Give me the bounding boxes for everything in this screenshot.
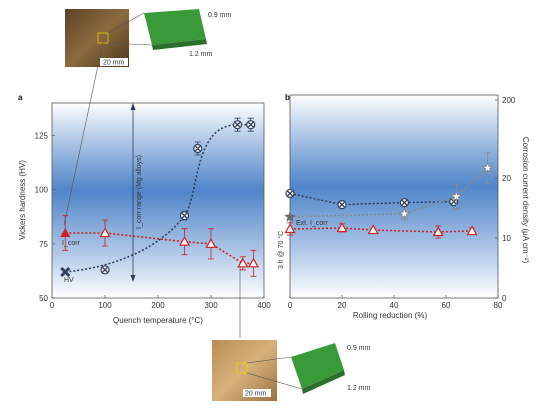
panel-b-point-2-0 (284, 223, 296, 234)
panel-a-point-1-5 (247, 257, 259, 268)
top-link-line (63, 41, 104, 226)
panel-a-point-0-0 (60, 266, 71, 278)
panel-a-hv-tag: HV (64, 277, 74, 284)
panel-b-x-ticks: 0 20 40 60 80 (288, 295, 503, 310)
panel-b-x-tick-label-1: 20 (338, 301, 347, 310)
panel-a-point-1-3 (205, 238, 217, 248)
panel-a-point-0-4-cross (234, 121, 241, 128)
panel-a-point-1-1 (99, 227, 111, 238)
top-map-face (144, 9, 206, 45)
panel-b-y-tick-label-3: 200 (502, 96, 516, 105)
panel-b-point-1-1 (398, 207, 411, 219)
bottom-dim1: 0.9 mm (347, 345, 371, 352)
top-scale-text: 20 mm (103, 60, 125, 67)
panel-a-point-1-4 (237, 257, 249, 268)
panel-b-x-tick-label-3: 60 (442, 301, 451, 310)
panel-a-point-1-0 (60, 228, 71, 237)
panel-b-ext-tag: Ext. I_corr (296, 220, 329, 227)
panel-b-point-0-2-cross (401, 199, 408, 206)
panel-a-y-label: Vickers hardness (HV) (18, 160, 27, 240)
panel-b-label: b (285, 93, 290, 102)
panel-b-y-tick-label-1: 10 (502, 234, 511, 243)
bottom-zoom-line-1 (246, 356, 292, 364)
panel-b-x-tick-label-0: 0 (288, 301, 293, 310)
panel-b-point-1-0 (284, 210, 296, 222)
bottom-zoom-box (236, 362, 248, 374)
top-dim2: 1.2 mm (189, 51, 213, 58)
panel-b-point-1-3 (481, 161, 494, 174)
bottom-inset: 20 mm 0.9 mm 1.2 mm (212, 266, 371, 401)
panel-b-point-2-2 (367, 224, 379, 235)
panel-a-x-label: Quench temperature (°C) (113, 316, 203, 325)
top-zoom-line-1 (107, 12, 145, 34)
icorr-range-arrow-bottom (130, 275, 136, 282)
panel-b-y-ticks: 0 10 20 200 (495, 96, 516, 303)
panel-a-x-tick-label-4: 400 (257, 301, 271, 310)
panel-a-point-0-2-cross (181, 212, 188, 219)
top-map-side (152, 39, 207, 50)
panel-a-x-tick-label-3: 300 (204, 301, 218, 310)
panel-b-y-label: Corrosion current density (μA cm⁻²) (521, 137, 530, 264)
panel-b-x-label: Rolling reduction (%) (353, 311, 428, 320)
panel-b-side-label: 3 h @ 70 °C (277, 231, 285, 269)
panel-a-x-tick-label-1: 100 (98, 301, 112, 310)
panel-b-x-tick-label-2: 40 (390, 301, 399, 310)
bottom-scale-text: 20 mm (245, 391, 267, 398)
panel-b-series-line-1 (289, 167, 489, 218)
top-dim1: 0.9 mm (208, 12, 232, 19)
panel-a-y-tick-label-1: 75 (39, 240, 48, 249)
panel-b-y-tick-label-0: 0 (502, 294, 507, 303)
panel-a-point-1-2 (178, 235, 191, 246)
icorr-range-label: I_corr range (Mg alloys) (136, 155, 143, 229)
panel-b-band (290, 95, 498, 298)
panel-b-x-tick-label-4: 80 (494, 301, 503, 310)
panel-a-label: a (18, 93, 23, 102)
panel-a-series-line-0 (65, 123, 251, 273)
panel-b-point-2-4 (466, 225, 478, 236)
top-sample-photo (65, 9, 129, 67)
bottom-map-side (302, 370, 345, 394)
panel-b-point-0-0-cross (287, 190, 293, 197)
top-inset: 20 mm 0.9 mm 1.2 mm (63, 9, 232, 226)
bottom-zoom-line-2 (246, 372, 303, 390)
panel-b-y-tick-label-2: 20 (502, 174, 511, 183)
panel-a-y-tick-label-3: 125 (35, 132, 49, 141)
panel-a-x-tick-label-0: 0 (50, 301, 55, 310)
panel-a-marks (60, 117, 259, 278)
panel-b-point-2-3 (432, 226, 444, 237)
icorr-range-arrow-top (130, 103, 136, 110)
panel-a-y-tick-label-2: 100 (35, 186, 49, 195)
top-scale-bg (100, 58, 128, 66)
panel-a-y-ticks: 50 75 100 125 (35, 132, 55, 303)
panel-a-x-tick-label-2: 200 (151, 301, 165, 310)
panel-b-point-1-2 (450, 190, 463, 202)
bottom-scale-bg (243, 389, 271, 397)
panel-a-band (52, 103, 264, 298)
panel-b-point-2-1 (336, 222, 348, 233)
panel-b-series-line-0 (289, 192, 454, 206)
panel-b-marks (284, 152, 494, 239)
panel-a-point-0-5-cross (247, 121, 254, 128)
bottom-dim2: 1.2 mm (347, 385, 371, 392)
panel-a-y-tick-label-0: 50 (39, 294, 48, 303)
panel-b-point-0-3-cross (450, 198, 457, 205)
panel-b-point-0-1-cross (339, 201, 345, 208)
panel-a-icorr-tag: I_corr (62, 240, 81, 247)
top-zoom-line-2 (107, 42, 153, 46)
panel-a-point-0-3-cross (194, 145, 201, 152)
panel-a-point-0-1-cross (102, 266, 108, 273)
panel-a-x-ticks: 0 100 200 300 400 (50, 295, 271, 310)
bottom-map-face (291, 343, 344, 389)
